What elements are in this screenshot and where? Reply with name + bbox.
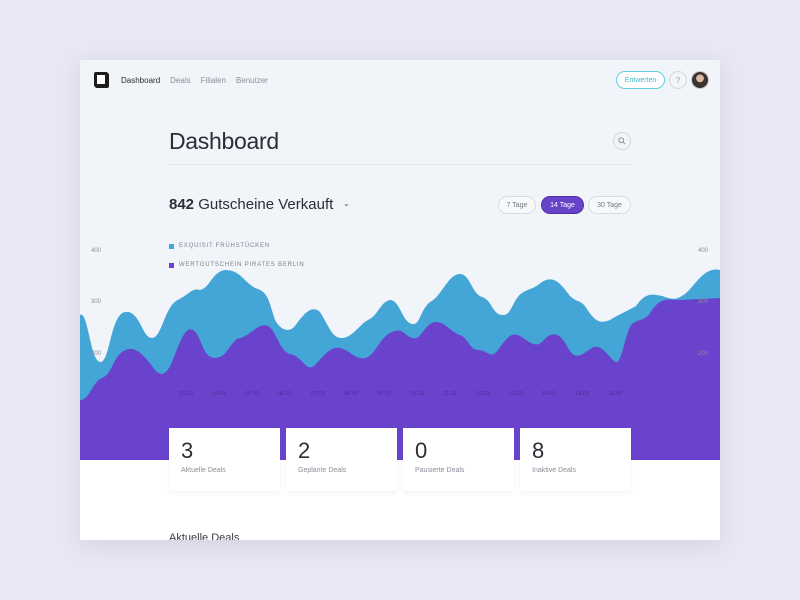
y-tick-left-400: 400 (91, 248, 102, 254)
x-tick: 13.03 (509, 391, 523, 397)
logo-icon[interactable] (94, 72, 108, 87)
entwerten-button[interactable]: Entwerten (616, 71, 665, 89)
x-tick: 06.03 (278, 391, 292, 397)
range-7-days[interactable]: 7 Tage (498, 196, 536, 214)
stat-label: Geplante Deals (298, 467, 347, 474)
x-tick: 03.03 (179, 391, 193, 397)
x-tick: 05.03 (245, 391, 259, 397)
user-avatar[interactable] (691, 71, 709, 89)
top-navbar: Dashboard Deals Filialen Benutzer Entwer… (80, 60, 720, 102)
x-tick: 12.03 (476, 391, 490, 397)
area-series-pirates (80, 298, 720, 460)
nav-benutzer[interactable]: Benutzer (235, 76, 268, 85)
nav-filialen[interactable]: Filialen (200, 76, 226, 85)
legend-swatch-purple (169, 262, 174, 268)
header-divider (169, 164, 631, 165)
search-button[interactable] (613, 132, 631, 150)
vouchers-sold-summary: 842 Gutscheine Verkauft (169, 196, 333, 213)
stat-value: 2 (298, 438, 311, 463)
x-tick: 11.03 (443, 391, 457, 397)
nav-dashboard[interactable]: Dashboard (121, 76, 161, 85)
stat-card-inaktive[interactable]: 8 Inaktive Deals (520, 428, 631, 491)
search-icon (618, 137, 626, 145)
legend-item-exquisit: EXQUISIT FRÜHSTÜCKEN (169, 243, 270, 249)
page-title: Dashboard (169, 128, 279, 154)
legend-swatch-blue (169, 243, 174, 249)
app-window: Dashboard Deals Filialen Benutzer Entwer… (80, 60, 720, 540)
help-button[interactable]: ? (669, 71, 687, 89)
range-14-days[interactable]: 14 Tage (541, 196, 584, 214)
legend-item-pirates: WERTGUTSCHEIN PIRATES BERLIN (169, 262, 305, 268)
vouchers-sold-count: 842 (169, 196, 195, 213)
nav-deals[interactable]: Deals (170, 76, 191, 85)
y-tick-right-300: 300 (698, 299, 709, 305)
stat-cards: 3 Aktuelle Deals 2 Geplante Deals 0 Paus… (169, 428, 631, 491)
range-30-days[interactable]: 30 Tage (588, 196, 631, 214)
x-tick: 15.03 (575, 391, 589, 397)
x-tick: 07.03 (311, 391, 325, 397)
x-tick: 09.03 (377, 391, 391, 397)
stat-card-geplante[interactable]: 2 Geplante Deals (286, 428, 397, 491)
x-tick: 14.03 (542, 391, 556, 397)
x-tick: 16.03 (608, 391, 622, 397)
vouchers-sold-label: Gutscheine Verkauft (198, 196, 334, 213)
stat-value: 0 (415, 438, 428, 463)
x-tick: 04.03 (212, 391, 226, 397)
area-chart (80, 269, 720, 460)
y-tick-left-200: 200 (91, 351, 102, 357)
y-tick-left-300: 300 (91, 299, 102, 305)
x-tick: 10.03 (410, 391, 424, 397)
stat-label: Aktuelle Deals (181, 467, 226, 474)
y-tick-right-200: 200 (698, 351, 709, 357)
stat-value: 3 (181, 438, 194, 463)
main-nav: Dashboard Deals Filialen Benutzer (121, 76, 268, 85)
section-title-aktuelle-deals: Aktuelle Deals (169, 532, 240, 540)
y-tick-right-400: 400 (698, 248, 709, 254)
stat-label: Pausierte Deals (415, 467, 465, 474)
chevron-down-icon[interactable]: ⌄ (343, 199, 350, 208)
stat-value: 8 (532, 438, 545, 463)
stat-card-pausierte[interactable]: 0 Pausierte Deals (403, 428, 514, 491)
stat-card-aktuelle[interactable]: 3 Aktuelle Deals (169, 428, 280, 491)
stat-label: Inaktive Deals (532, 467, 576, 474)
x-tick: 08.03 (344, 391, 358, 397)
